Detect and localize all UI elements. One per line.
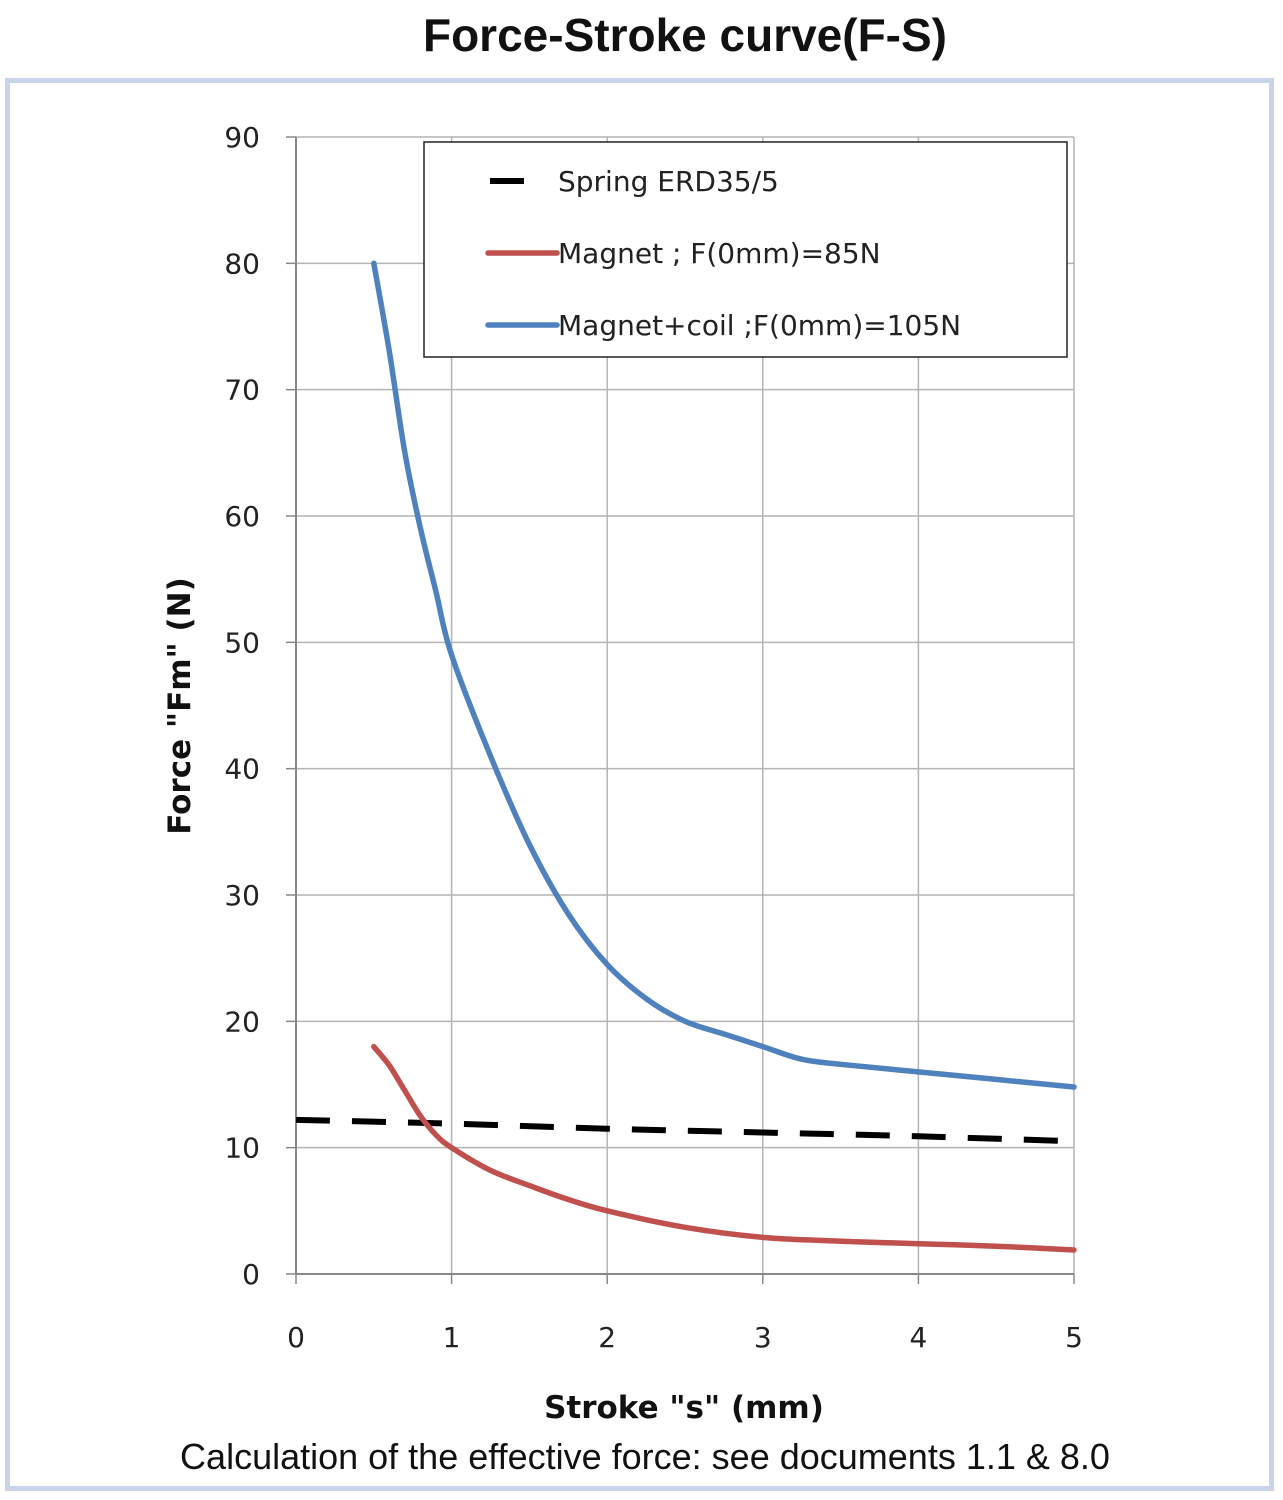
legend-box [423, 141, 1068, 358]
series-lines [295, 260, 1077, 1253]
y-tick-label: 10 [224, 1132, 260, 1165]
legend-item-spring: Spring ERD35/5 [490, 165, 779, 198]
x-tick-label: 0 [287, 1321, 305, 1354]
y-axis-title: Force "Fm" (N) [162, 577, 198, 835]
legend-label: Magnet ; F(0mm)=85N [558, 237, 881, 270]
chart-frame [5, 78, 1274, 1491]
legend-label: Magnet+coil ;F(0mm)=105N [558, 309, 961, 342]
y-tick-label: 20 [224, 1005, 260, 1038]
y-tick-label: 90 [224, 121, 260, 154]
x-tick-label: 1 [443, 1321, 461, 1354]
magnet-series-line [371, 1043, 1077, 1253]
spring-series-line [295, 1116, 1075, 1145]
x-tick-label: 2 [598, 1321, 616, 1354]
legend-item-magnet-coil: Magnet+coil ;F(0mm)=105N [485, 309, 961, 342]
x-tick-label: 5 [1065, 1321, 1083, 1354]
y-tick-label: 30 [224, 879, 260, 912]
x-tick-label: 4 [909, 1321, 927, 1354]
chart-title: Force-Stroke curve(F-S) [422, 9, 947, 61]
footnote: Calculation of the effective force: see … [180, 1436, 1110, 1477]
y-tick-label: 50 [224, 626, 260, 659]
y-tick-label: 0 [242, 1258, 260, 1291]
y-tick-label: 60 [224, 500, 260, 533]
tick-labels: 0 10 20 30 40 50 60 70 80 90 0 1 2 3 4 5 [224, 121, 1083, 1354]
legend: Spring ERD35/5 Magnet ; F(0mm)=85N Magnet+… [423, 141, 1068, 358]
x-tick-label: 3 [754, 1321, 772, 1354]
y-tick-label: 80 [224, 247, 260, 280]
x-axis-title: Stroke "s" (mm) [544, 1390, 824, 1426]
axes [286, 136, 1075, 1284]
magnet-coil-series-line [371, 260, 1077, 1090]
y-tick-label: 40 [224, 753, 260, 786]
y-tick-label: 70 [224, 374, 260, 407]
legend-label: Spring ERD35/5 [558, 165, 779, 198]
legend-item-magnet: Magnet ; F(0mm)=85N [485, 237, 881, 270]
